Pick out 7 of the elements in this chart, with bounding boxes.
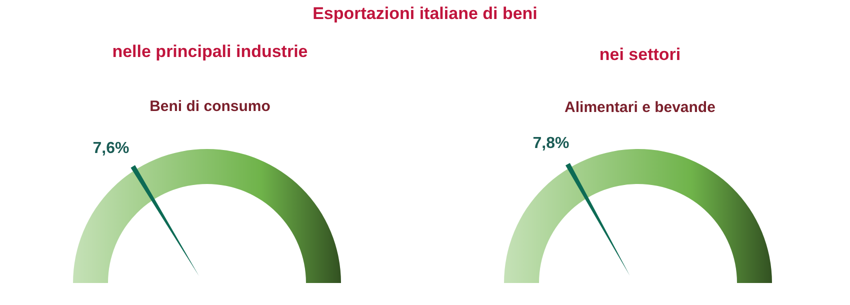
text: nei settori — [598, 45, 682, 65]
data-label: 7,6% — [92, 140, 130, 157]
text: Alimentari e bevande — [564, 99, 716, 116]
text: Beni di consumo — [148, 98, 272, 115]
text: Esportazioni italiane di beni — [312, 4, 538, 24]
text: nelle principali industrie — [111, 42, 309, 62]
data-label: 7,8% — [532, 135, 570, 152]
